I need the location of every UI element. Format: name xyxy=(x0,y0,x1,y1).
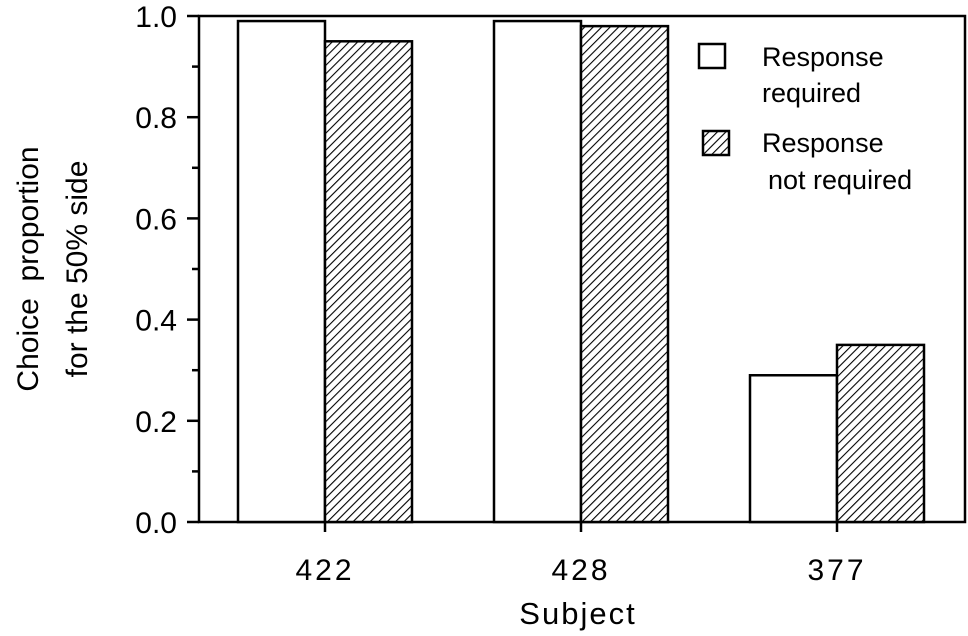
y-axis: 0.0 0.2 0.4 0.6 0.8 1.0 xyxy=(135,1,199,540)
legend: Response required Response not required xyxy=(697,42,912,195)
legend-swatch-response-required xyxy=(697,42,727,70)
x-axis: 422 428 377 xyxy=(295,522,866,587)
bar-428-series-1 xyxy=(492,19,583,524)
y-tick-label: 0.8 xyxy=(135,102,177,135)
y-tick-label: 1.0 xyxy=(135,1,177,34)
bar-377-series-2 xyxy=(835,343,926,524)
bar-377-series-1 xyxy=(748,374,839,524)
legend-swatch-response-not-required xyxy=(701,129,731,157)
legend-label-2-line1: Response xyxy=(762,128,884,158)
x-tick-label: 428 xyxy=(551,554,610,587)
y-axis-label-line1: Choice proportion xyxy=(12,146,45,391)
y-tick-label: 0.6 xyxy=(135,203,177,236)
y-tick-label: 0.4 xyxy=(135,305,177,338)
x-tick-label: 422 xyxy=(295,554,354,587)
legend-label-1-line1: Response xyxy=(762,42,884,72)
bars-group xyxy=(236,19,926,524)
legend-label-1-line2: required xyxy=(762,78,861,108)
legend-label-2-line2: not required xyxy=(768,165,912,195)
bar-422-series-2 xyxy=(323,40,414,524)
y-axis-label-line2: for the 50% side xyxy=(61,161,94,378)
y-tick-label: 0.2 xyxy=(135,406,177,439)
x-axis-label: Subject xyxy=(519,596,636,631)
x-tick-label: 377 xyxy=(807,554,866,587)
bar-428-series-2 xyxy=(579,24,670,524)
y-tick-label: 0.0 xyxy=(135,507,177,540)
bar-422-series-1 xyxy=(236,19,327,524)
